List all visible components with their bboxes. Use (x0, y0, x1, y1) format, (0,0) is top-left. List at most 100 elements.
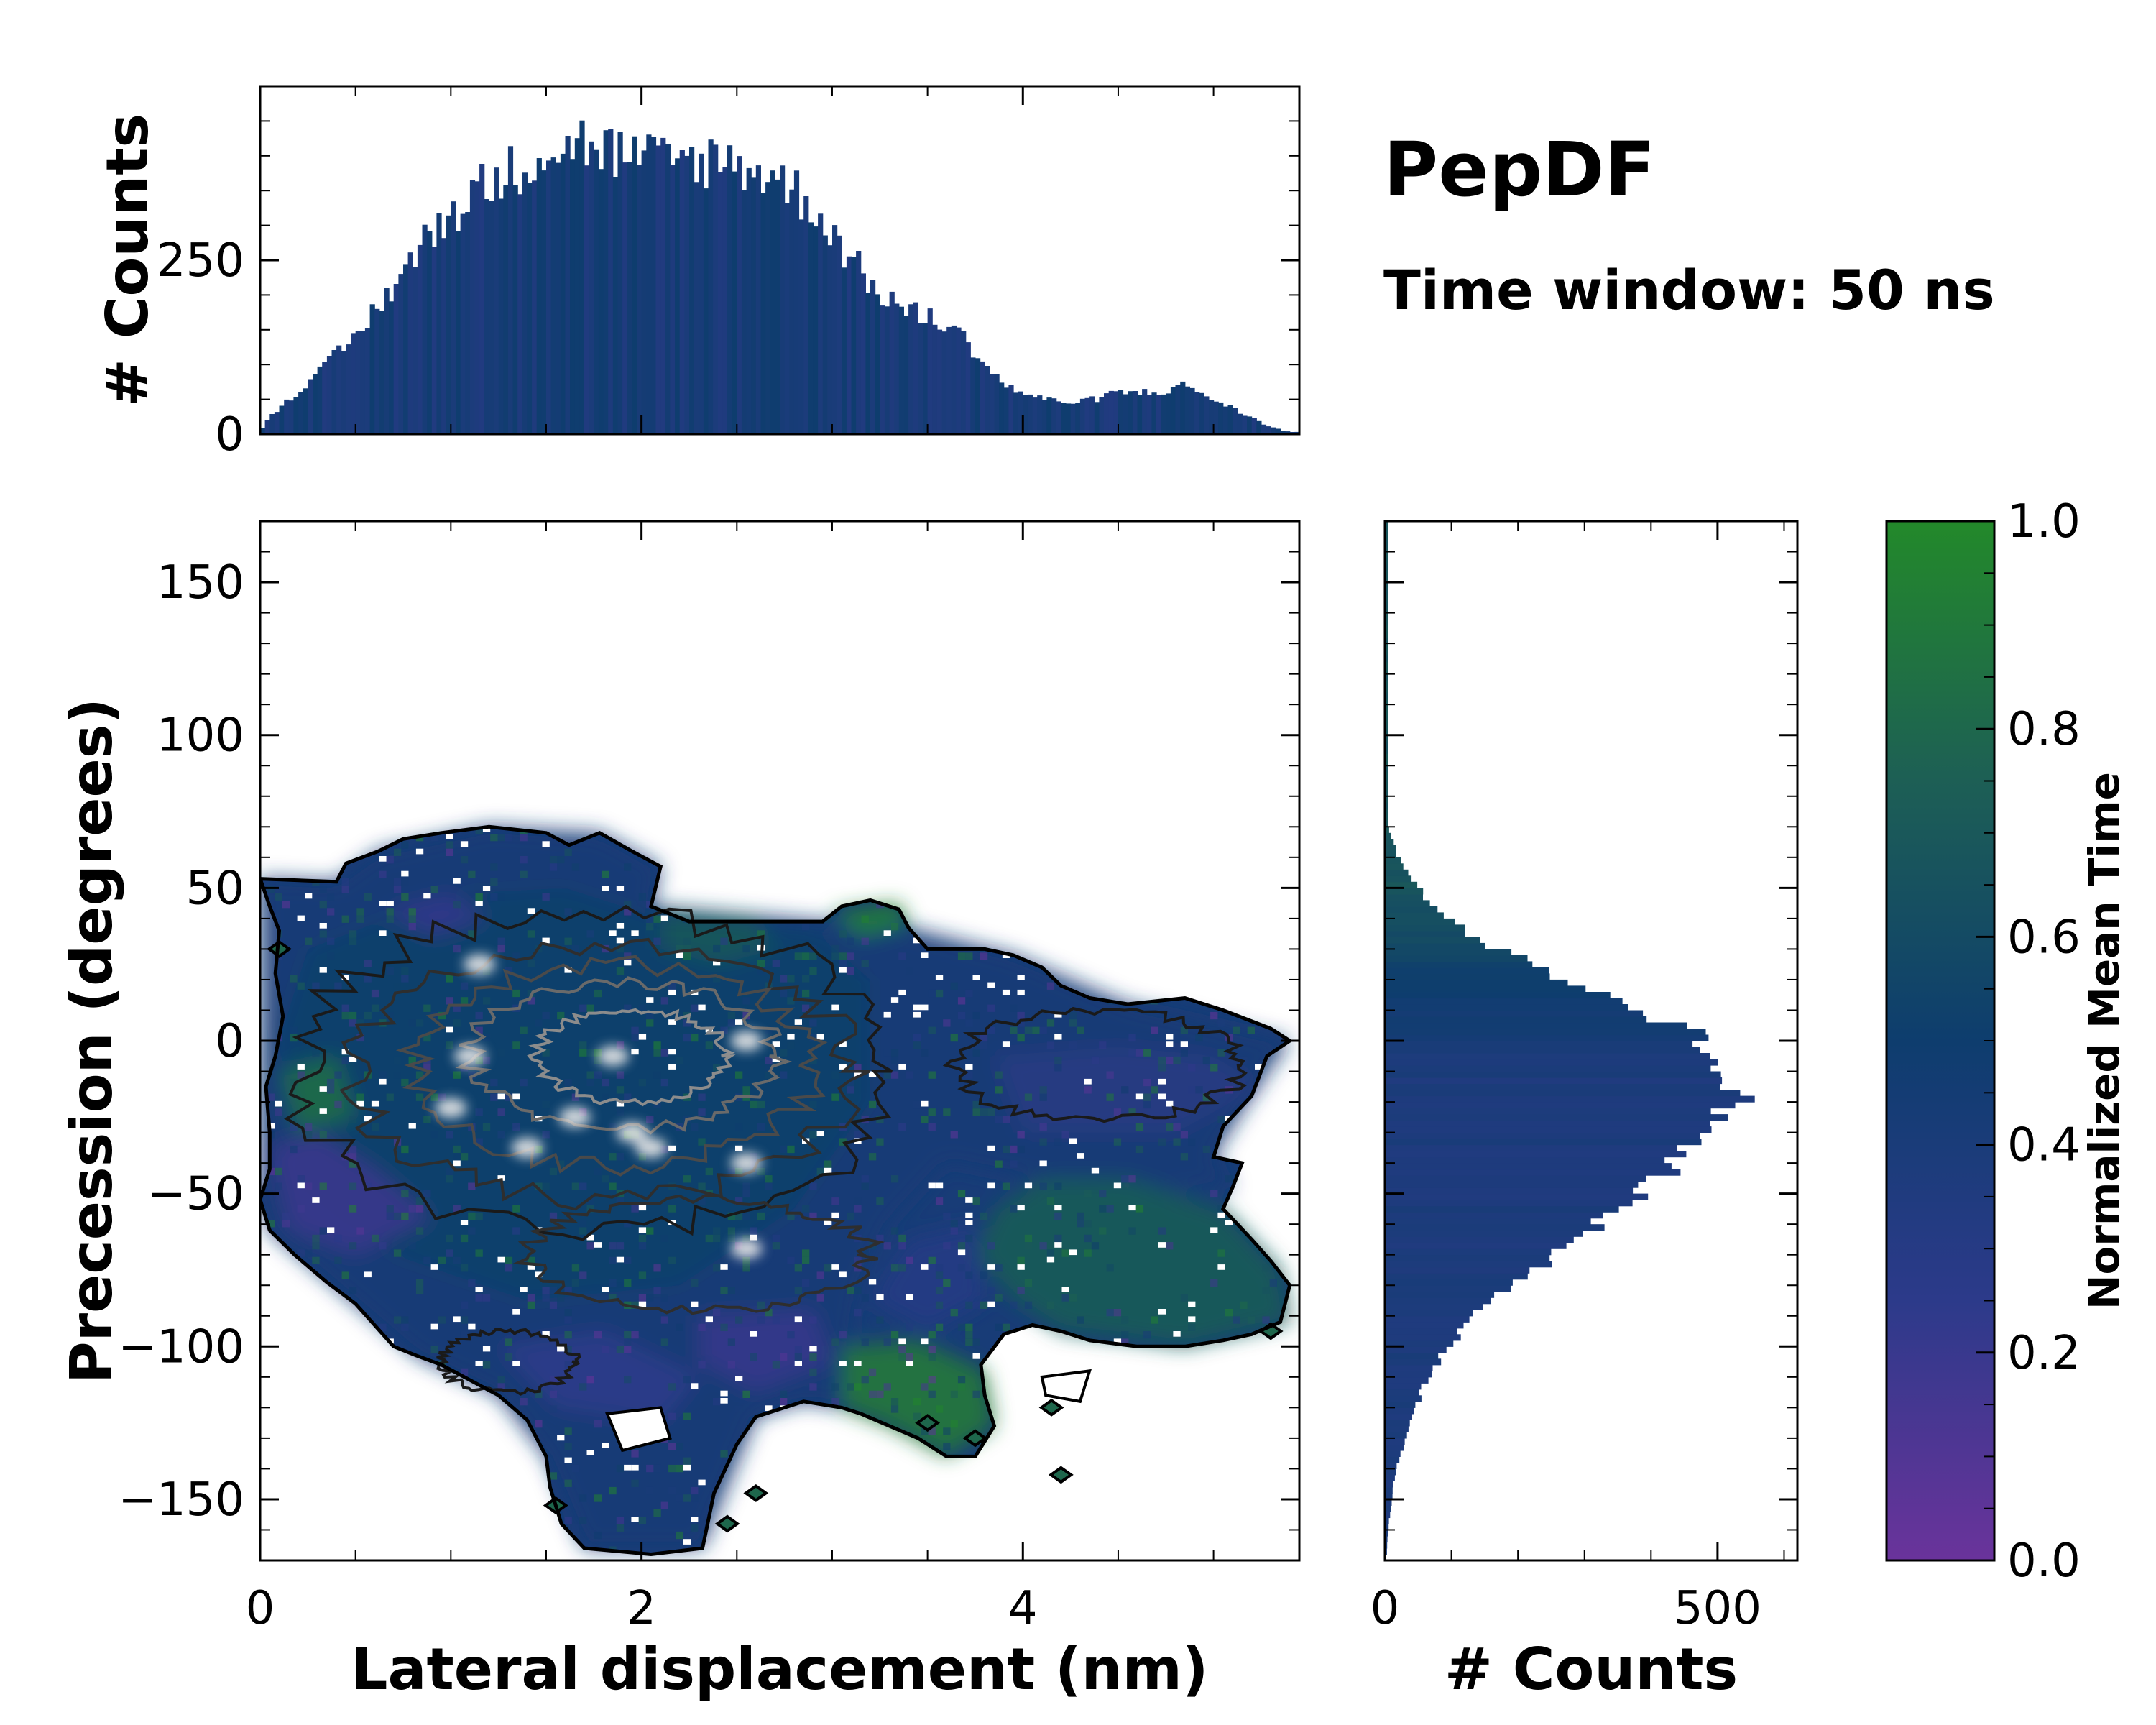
heatmap-cell (305, 1472, 313, 1480)
heatmap-color-region (270, 1132, 432, 1255)
heatmap-cell (965, 952, 973, 960)
heatmap-empty-cell (602, 1287, 609, 1292)
heatmap-cell (765, 1464, 773, 1473)
right-histogram-bar (1385, 680, 1388, 687)
heatmap-cell (602, 870, 609, 878)
heatmap-empty-cell (839, 1064, 847, 1070)
heatmap-cell (876, 1390, 884, 1398)
heatmap-cell (341, 1271, 349, 1279)
heatmap-cell (275, 870, 282, 878)
heatmap-cell (334, 1412, 342, 1420)
heatmap-cell (802, 1205, 810, 1213)
right-histogram-bar (1385, 1077, 1723, 1085)
right-histogram-bar (1385, 637, 1388, 644)
heatmap-cell (750, 1435, 757, 1443)
heatmap-cell (660, 1501, 668, 1509)
heatmap-cell (549, 856, 558, 864)
heatmap-cell (586, 1049, 594, 1057)
heatmap-cell (660, 893, 668, 901)
right-histogram-bar (1385, 1291, 1495, 1298)
heatmap-empty-cell (327, 1227, 335, 1233)
heatmap-empty-cell (267, 863, 275, 869)
heatmap-cell (1054, 1138, 1062, 1146)
heatmap-cell (757, 930, 765, 938)
right-histogram-bar (1385, 1261, 1552, 1268)
heatmap-cell (349, 930, 357, 938)
heatmap-cell (1039, 856, 1047, 864)
top-histogram-bar (1275, 428, 1281, 434)
heatmap-cell (415, 1227, 424, 1235)
heatmap-cell (831, 1071, 839, 1079)
x-tick-label: 4 (1008, 1582, 1038, 1635)
right-histogram-bar (1385, 704, 1388, 712)
right-histogram-bar (1385, 973, 1550, 980)
heatmap-cell (1121, 856, 1129, 864)
heatmap-empty-cell (868, 863, 877, 869)
heatmap-empty-cell (527, 1264, 535, 1270)
top-histogram-bar (860, 273, 866, 434)
heatmap-cell (906, 1256, 913, 1264)
density-peak (616, 1122, 648, 1143)
heatmap-cell (334, 982, 342, 990)
heatmap-cell (868, 1531, 877, 1540)
heatmap-cell (609, 1486, 617, 1495)
right-histogram-bars (1385, 521, 1755, 1560)
heatmap-cell (890, 1546, 899, 1554)
heatmap-cell (505, 1353, 513, 1361)
heatmap-empty-cell (631, 930, 639, 936)
right-histogram-bar (1385, 1041, 1693, 1048)
heatmap-cell (453, 901, 461, 908)
heatmap-cell (698, 1108, 706, 1116)
heatmap-empty-cell (1202, 1553, 1210, 1555)
top-histogram-bar (1118, 390, 1124, 434)
heatmap-cell (1135, 1383, 1144, 1391)
heatmap-cell (482, 1361, 491, 1368)
heatmap-empty-cell (787, 1457, 795, 1463)
right-histogram-bar (1385, 1297, 1491, 1305)
right-histogram-bar (1385, 778, 1388, 785)
heatmap-cell (549, 1376, 558, 1384)
right-histogram-bar (1385, 582, 1388, 589)
heatmap-cell (624, 863, 632, 871)
heatmap-cell (698, 1138, 706, 1146)
heatmap-cell (1099, 1205, 1107, 1213)
heatmap-cell (980, 1301, 988, 1309)
heatmap-cell (1121, 1494, 1129, 1502)
top-histogram-bar (1237, 413, 1243, 434)
heatmap-cell (1158, 841, 1166, 849)
heatmap-cell (1017, 1287, 1025, 1294)
heatmap-cell (1210, 960, 1218, 967)
heatmap-cell (928, 1427, 936, 1435)
heatmap-empty-cell (1158, 1242, 1166, 1248)
heatmap-cell (1039, 1026, 1047, 1034)
heatmap-cell (379, 1420, 387, 1428)
density-contour (527, 1008, 736, 1107)
right-histogram-bar (1385, 1425, 1409, 1432)
heatmap-cell (972, 1338, 980, 1346)
heatmap-cell (1233, 997, 1240, 1005)
heatmap-cell (928, 1123, 936, 1131)
top-histogram-bar (780, 165, 786, 434)
heatmap-cell (1017, 848, 1025, 856)
heatmap-cell (705, 1234, 713, 1243)
heatmap-cell (883, 1242, 891, 1250)
top-histogram-bar (722, 167, 728, 434)
heatmap-empty-cell (1077, 1153, 1084, 1159)
right-histogram-bar (1385, 790, 1388, 797)
top-histogram-bar (827, 245, 833, 434)
top-histogram-bar (313, 374, 318, 434)
heatmap-cell (1069, 878, 1077, 886)
heatmap-cell (1084, 1479, 1092, 1487)
right-histogram-bar (1385, 1138, 1702, 1146)
heatmap-cell (1151, 1361, 1158, 1368)
heatmap-empty-cell (327, 1546, 335, 1552)
heatmap-cell (1247, 982, 1255, 990)
heatmap-cell (802, 1256, 810, 1264)
heatmap-cell (668, 863, 676, 871)
heatmap-cell (772, 1316, 780, 1324)
top-histogram-bar (1184, 386, 1190, 434)
right-histogram-bar (1385, 985, 1586, 993)
heatmap-cell (1277, 1220, 1285, 1228)
heatmap-cell (1262, 1078, 1270, 1087)
heatmap-cell (854, 1131, 862, 1138)
